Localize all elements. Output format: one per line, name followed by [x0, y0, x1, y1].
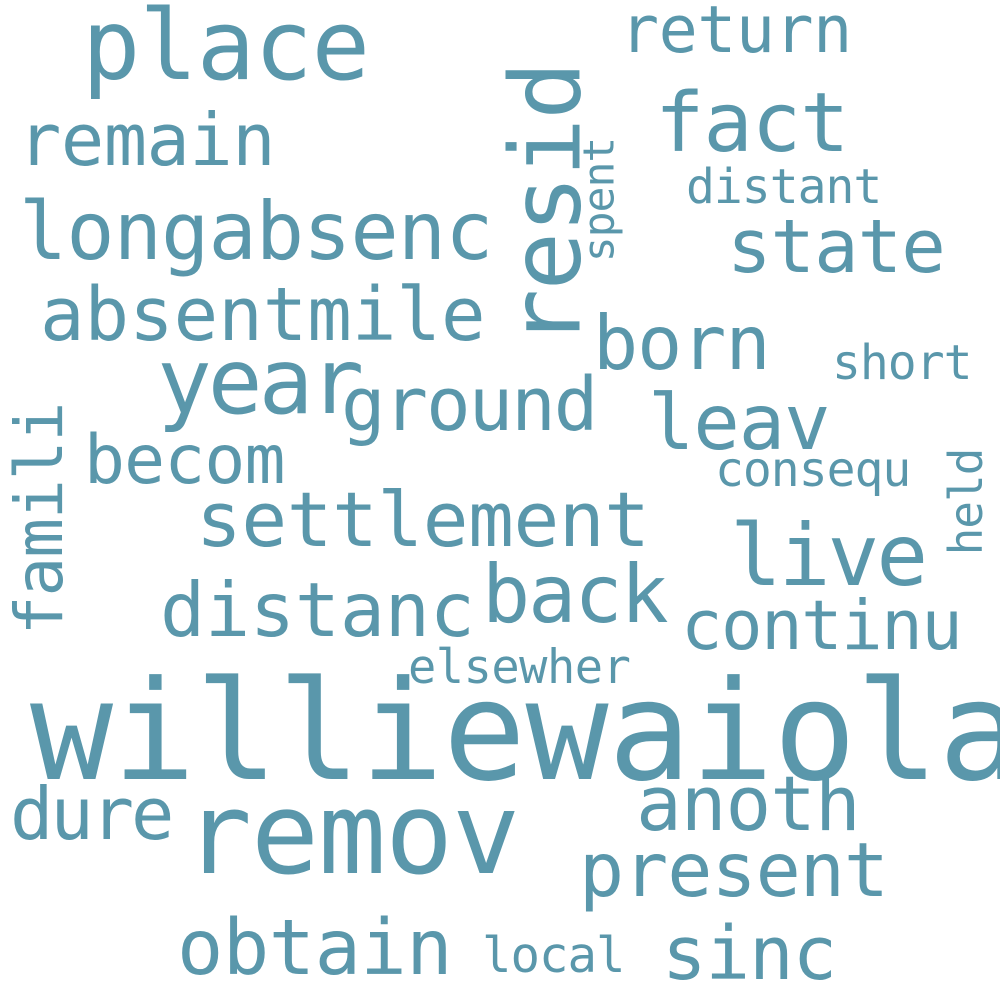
word-consequ: consequ: [715, 442, 911, 498]
word-leav: leav: [648, 379, 830, 468]
word-famili: famili: [1, 402, 78, 636]
word-state: state: [727, 204, 946, 290]
word-longabsenc: longabsenc: [19, 185, 493, 278]
word-becom: becom: [84, 421, 286, 500]
word-distanc: distanc: [160, 566, 475, 654]
word-year: year: [157, 330, 364, 435]
word-continu: continu: [681, 586, 963, 666]
word-elsewher: elsewher: [408, 640, 631, 695]
word-fact: fact: [655, 76, 849, 171]
word-ground: ground: [341, 362, 598, 448]
word-absentmile: absentmile: [40, 272, 486, 358]
word-remov: remov: [184, 768, 520, 900]
word-short: short: [832, 335, 972, 391]
word-held: held: [939, 448, 993, 556]
word-obtain: obtain: [177, 904, 453, 993]
word-williewaiola: williewaiola: [30, 651, 1000, 812]
word-dure: dure: [10, 772, 174, 856]
word-live: live: [730, 506, 928, 606]
word-present: present: [579, 826, 889, 914]
word-spent: spent: [574, 137, 625, 263]
word-back: back: [482, 548, 669, 641]
word-distant: distant: [686, 159, 882, 215]
word-local: local: [482, 927, 626, 984]
word-remain: remain: [18, 98, 276, 182]
word-place: place: [82, 0, 370, 102]
word-born: born: [593, 299, 771, 387]
word-anoth: anoth: [636, 759, 861, 848]
word-settlement: settlement: [196, 475, 650, 564]
word-sinc: sinc: [662, 911, 837, 997]
word-return: return: [620, 0, 852, 68]
